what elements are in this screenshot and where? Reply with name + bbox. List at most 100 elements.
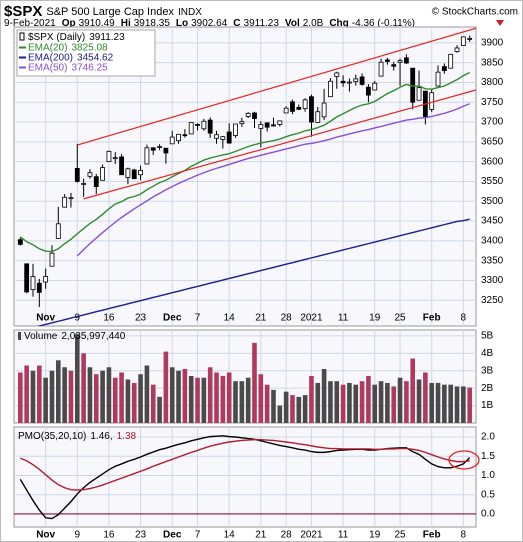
x-tick-label: 9 (75, 530, 81, 541)
candle-body (144, 147, 150, 165)
candle-body (106, 150, 112, 163)
legend-box (16, 29, 156, 77)
volume-bar (87, 367, 93, 423)
volume-bar (56, 360, 61, 423)
candle-body (416, 87, 422, 101)
candle-body (340, 80, 346, 84)
volume-bar (340, 384, 346, 423)
x-tick-label: Nov (36, 313, 55, 324)
legend-name: EMA(50) (28, 62, 67, 73)
candle-body (359, 76, 365, 85)
candle-body (347, 81, 352, 84)
x-tick-label: Feb (423, 313, 441, 324)
volume-bar (195, 377, 200, 423)
quote-value: -4.36 (-0.11%) (352, 18, 415, 29)
candle-body (283, 107, 289, 114)
y-tick-label: 3350 (481, 255, 504, 266)
volume-bar (334, 381, 340, 423)
volume-bar (125, 379, 131, 423)
candle-body (258, 124, 264, 129)
candle-body (384, 59, 390, 62)
candle-body (378, 61, 384, 77)
candle-body (125, 168, 131, 178)
legend-value: 3825.08 (71, 42, 108, 53)
candle-body (245, 112, 251, 117)
candle-body (81, 183, 87, 185)
y-tick-label: 3700 (481, 117, 504, 128)
y-tick-label: 3850 (481, 57, 504, 68)
y-tick-label: 1.5 (481, 451, 495, 462)
candle-body (372, 82, 378, 91)
volume-bar (359, 381, 365, 423)
candle-body (353, 78, 359, 83)
y-tick-label: 3450 (481, 216, 504, 227)
y-tick-label: 5B (481, 331, 494, 342)
candle-body (239, 121, 245, 125)
series-line (36, 218, 470, 326)
x-tick-label: 9 (75, 313, 81, 324)
x-tick-label: Nov (36, 530, 55, 541)
legend-entry: EMA(200) 3454.62 (28, 52, 114, 63)
quote-label: Hi (121, 18, 131, 29)
legend-candle (19, 32, 25, 41)
volume-bar (454, 386, 460, 423)
volume-bar (106, 367, 112, 423)
trend-line (83, 89, 476, 200)
index-name: S&P 500 Large Cap Index (46, 6, 174, 18)
candle-body (403, 57, 409, 64)
price-plot (17, 27, 476, 326)
volume-bar (138, 374, 143, 423)
quote-date: 9-Feb-2021 (4, 18, 56, 29)
x-tick-label: 14 (224, 530, 236, 541)
candle-body (163, 147, 169, 154)
candle-body (68, 197, 74, 200)
volume-bar (410, 358, 416, 423)
y-tick-label: 3650 (481, 136, 504, 147)
volume-bar (43, 377, 48, 423)
volume-bar (347, 382, 352, 423)
x-tick-label: 19 (369, 530, 381, 541)
volume-bar (442, 384, 447, 423)
volume-bar (144, 365, 150, 423)
volume-bar (62, 367, 67, 423)
volume-bar (81, 353, 86, 423)
volume-bar (252, 342, 257, 423)
candle-body (176, 133, 181, 142)
volume-bar (429, 382, 434, 423)
volume-bar (30, 370, 36, 423)
x-tick-label: 11 (338, 530, 349, 541)
candle-body (226, 131, 232, 144)
x-tick-label: 21 (255, 313, 267, 324)
volume-bar (188, 375, 194, 423)
x-tick-label: 14 (224, 313, 236, 324)
candle-body (441, 66, 447, 71)
volume-bar (169, 367, 175, 423)
candle-body (74, 167, 80, 182)
volume-bar (24, 365, 29, 423)
volume-bar (328, 381, 333, 423)
candle-body (366, 86, 371, 96)
volume-bar (112, 377, 118, 423)
y-tick-label: 3600 (481, 156, 504, 167)
candle-body (454, 47, 460, 52)
candle-body (93, 176, 99, 187)
volume-bar (157, 396, 162, 423)
y-tick-label: 3400 (481, 235, 504, 246)
legend-name: PMO(35,20,10) (18, 431, 86, 442)
y-tick-label: 3800 (481, 77, 504, 88)
candle-body (17, 239, 23, 245)
x-tick-label: 8 (461, 313, 467, 324)
x-tick-label: 16 (103, 313, 115, 324)
series-line (19, 435, 471, 520)
x-tick-label: 7 (195, 313, 201, 324)
volume-bar (321, 369, 327, 423)
credit: © StockCharts.com (432, 7, 518, 18)
symbol: $SPX (4, 3, 42, 20)
series-line (19, 71, 470, 253)
volume-bar (397, 377, 403, 423)
quote-label: Lo (176, 18, 188, 29)
volume-bar (226, 372, 232, 423)
candle-body (315, 111, 321, 123)
volume-bar (290, 395, 295, 423)
candle-body (30, 276, 36, 290)
